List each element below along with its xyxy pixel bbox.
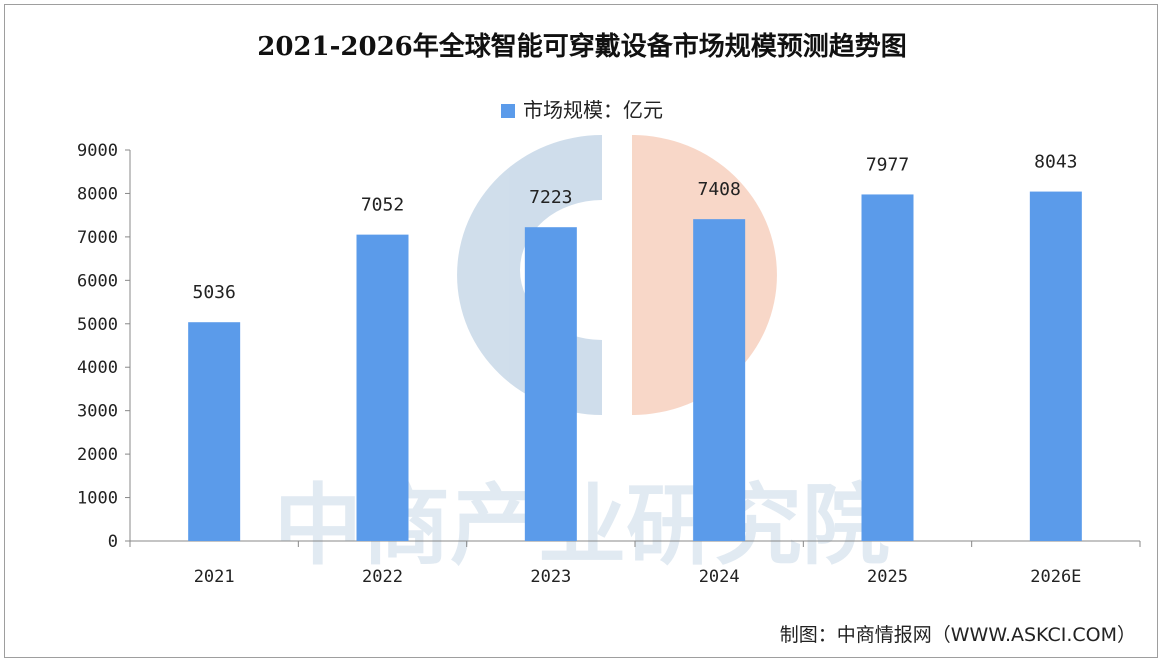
bar-2021 <box>188 322 241 541</box>
y-tick-label: 3000 <box>77 402 118 422</box>
legend-label: 市场规模：亿元 <box>523 98 663 122</box>
y-tick-label: 5000 <box>77 315 118 335</box>
y-tick-label: 2000 <box>77 445 118 465</box>
data-label-2024: 7408 <box>697 179 740 200</box>
bar-2023 <box>524 227 577 541</box>
y-tick-label: 4000 <box>77 358 118 378</box>
chart-title: 2021-2026年全球智能可穿戴设备市场规模预测趋势图 <box>257 32 907 62</box>
data-label-2022: 7052 <box>361 195 404 216</box>
y-tick-label: 7000 <box>77 228 118 248</box>
y-tick-label: 9000 <box>77 141 118 161</box>
bar-2022 <box>356 234 409 542</box>
bar-2025 <box>861 194 914 541</box>
x-tick-label: 2025 <box>867 567 908 587</box>
x-tick-label: 2026E <box>1030 567 1081 587</box>
source-note: 制图：中商情报网（WWW.ASKCI.COM） <box>779 624 1136 646</box>
x-axis: 2021 2022 2023 2024 2025 2026E <box>129 540 1141 587</box>
y-tick-label: 8000 <box>77 184 118 204</box>
legend: 市场规模：亿元 <box>0 94 1164 123</box>
bar-2024 <box>693 219 746 541</box>
data-label-2026E: 8043 <box>1034 152 1077 173</box>
y-tick-label: 6000 <box>77 271 118 291</box>
y-tick-label: 1000 <box>77 489 118 509</box>
x-tick-label: 2021 <box>194 567 235 587</box>
y-tick-label: 0 <box>108 532 118 552</box>
bar-series <box>188 191 1082 542</box>
y-axis: 0 1000 2000 3000 4000 5000 6000 7000 8000 9000 <box>77 141 131 552</box>
x-tick-label: 2024 <box>699 567 740 587</box>
data-label-2021: 5036 <box>192 282 235 303</box>
data-label-2025: 7977 <box>866 154 909 175</box>
bar-2026E <box>1029 191 1082 541</box>
x-tick-label: 2023 <box>530 567 571 587</box>
legend-swatch <box>501 104 515 118</box>
x-tick-label: 2022 <box>362 567 403 587</box>
data-label-2023: 7223 <box>529 187 572 208</box>
data-labels: 5036 7052 7223 7408 7977 8043 <box>192 152 1077 304</box>
